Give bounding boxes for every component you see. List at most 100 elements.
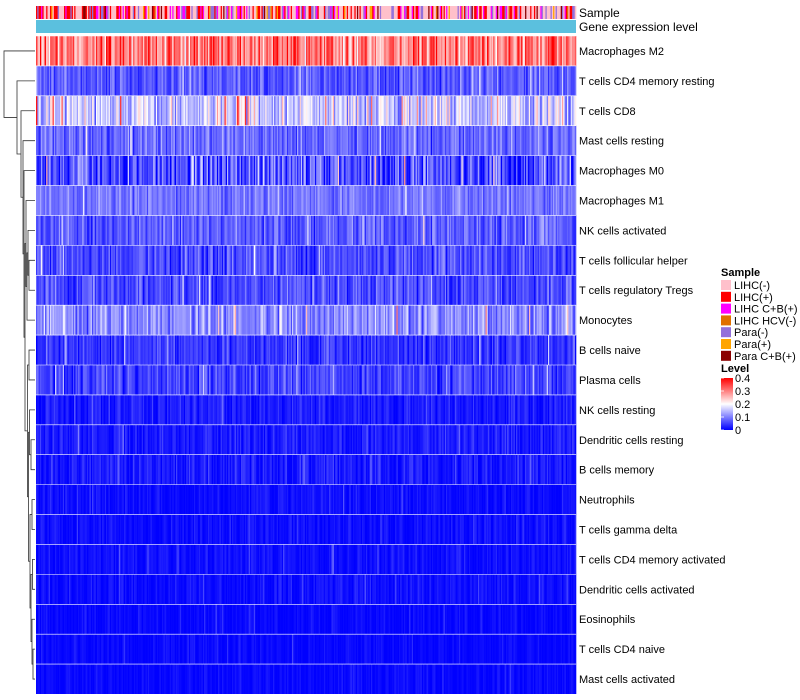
heatmap-cell	[183, 275, 186, 306]
heatmap-cell	[200, 95, 202, 126]
heatmap-cell	[67, 65, 70, 96]
heatmap-cell	[277, 275, 280, 306]
heatmap-cell	[409, 65, 411, 96]
heatmap-cell	[163, 36, 165, 66]
heatmap-cell	[229, 95, 232, 126]
heatmap-cell	[168, 155, 171, 186]
heatmap-cell	[135, 215, 137, 246]
heatmap-cell	[523, 125, 526, 156]
heatmap-cell	[414, 95, 416, 126]
heatmap-cell	[555, 275, 558, 306]
heatmap-cell	[374, 95, 377, 126]
heatmap-cell	[426, 185, 429, 216]
heatmap-cell	[451, 65, 453, 96]
heatmap-cell	[81, 125, 84, 156]
heatmap-cell	[215, 125, 218, 156]
heatmap-cell	[368, 215, 370, 246]
heatmap-cell	[144, 155, 146, 186]
sample-cell	[475, 6, 477, 19]
heatmap-cell	[104, 95, 107, 126]
heatmap-cell	[291, 185, 294, 216]
heatmap-cell	[528, 125, 531, 156]
heatmap-cell	[149, 245, 151, 276]
heatmap-cell	[200, 305, 202, 336]
heatmap-row	[36, 274, 577, 306]
heatmap-cell	[248, 245, 251, 276]
heatmap-cell	[316, 65, 318, 96]
heatmap-cell	[480, 65, 483, 96]
heatmap-cell	[41, 155, 43, 186]
heatmap-cell	[39, 305, 42, 336]
heatmap-cell	[153, 95, 155, 126]
heatmap-cell	[415, 65, 418, 96]
heatmap-cell	[247, 36, 249, 66]
sample-cell	[295, 6, 298, 19]
heatmap-cell	[104, 245, 107, 276]
heatmap-cell	[104, 185, 107, 216]
heatmap-cell	[148, 335, 150, 365]
heatmap-cell	[286, 36, 289, 66]
heatmap-cell	[419, 245, 421, 276]
heatmap-cell	[94, 275, 97, 306]
heatmap-cell	[253, 65, 256, 96]
heatmap-cell	[144, 185, 146, 216]
heatmap-cell	[271, 125, 274, 156]
heatmap-cell	[100, 215, 103, 246]
heatmap-cell	[239, 245, 242, 276]
heatmap-cell	[181, 275, 183, 306]
heatmap-cell	[70, 305, 72, 336]
heatmap-cell	[62, 36, 65, 66]
heatmap-cell	[481, 185, 484, 216]
heatmap-cell	[47, 95, 50, 126]
heatmap-cell	[415, 36, 418, 66]
heatmap-cell	[219, 36, 221, 66]
heatmap-cell	[397, 245, 400, 276]
heatmap-cell	[573, 125, 576, 156]
heatmap-cell	[44, 245, 47, 276]
sample-cell	[493, 6, 495, 19]
heatmap-cell	[275, 215, 278, 246]
heatmap-cell	[551, 275, 554, 306]
heatmap-cell	[316, 36, 318, 66]
heatmap-cell	[125, 125, 127, 156]
heatmap-cell	[325, 95, 327, 126]
heatmap-cell	[210, 125, 213, 156]
heatmap-cell	[151, 125, 154, 156]
heatmap-cell	[354, 275, 356, 306]
heatmap-cell	[476, 215, 479, 246]
heatmap-cell	[539, 95, 541, 126]
heatmap-cell	[122, 275, 125, 306]
heatmap-cell	[429, 65, 432, 96]
heatmap-cell	[439, 245, 442, 276]
heatmap-cell	[418, 65, 420, 96]
heatmap-cell	[88, 95, 90, 126]
heatmap-cell	[387, 65, 390, 96]
heatmap-cell	[83, 125, 85, 156]
heatmap-cell	[201, 215, 204, 246]
heatmap-cell	[381, 185, 383, 216]
heatmap-cell	[349, 215, 351, 246]
heatmap-cell	[531, 275, 533, 306]
heatmap-cell	[256, 335, 258, 365]
heatmap-cell	[411, 245, 414, 276]
heatmap-cell	[328, 95, 331, 126]
heatmap-cell	[228, 305, 230, 336]
heatmap-cell	[525, 305, 527, 336]
heatmap-cell	[383, 245, 386, 276]
heatmap-cell	[460, 245, 462, 276]
heatmap-cell	[233, 36, 235, 66]
heatmap-cell	[106, 95, 108, 126]
heatmap-cell	[430, 155, 433, 186]
heatmap-cell	[330, 155, 332, 186]
heatmap-cell	[46, 95, 48, 126]
heatmap-cell	[162, 125, 164, 156]
heatmap-cell	[261, 65, 263, 96]
heatmap-cell	[174, 215, 177, 246]
heatmap-cell	[340, 95, 342, 126]
heatmap-cell	[291, 215, 294, 246]
heatmap-cell	[103, 155, 106, 186]
heatmap-cell	[229, 125, 232, 156]
heatmap-cell	[554, 125, 556, 156]
heatmap-cell	[504, 185, 507, 216]
heatmap-cell	[214, 305, 216, 336]
